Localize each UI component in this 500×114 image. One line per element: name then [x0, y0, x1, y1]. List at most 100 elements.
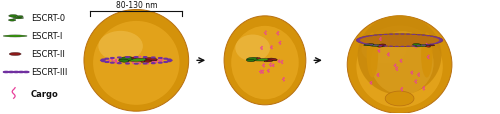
Ellipse shape [412, 44, 421, 47]
Circle shape [8, 72, 14, 73]
Text: ESCRT-II: ESCRT-II [31, 50, 65, 59]
Circle shape [152, 63, 155, 64]
Circle shape [389, 46, 393, 47]
Ellipse shape [256, 58, 260, 59]
Circle shape [406, 46, 410, 47]
Circle shape [430, 44, 434, 45]
Circle shape [168, 60, 172, 61]
Circle shape [356, 41, 360, 42]
Circle shape [438, 42, 442, 43]
Circle shape [126, 57, 130, 58]
Circle shape [378, 35, 382, 36]
Circle shape [134, 57, 138, 58]
Ellipse shape [385, 91, 414, 106]
Circle shape [14, 72, 19, 73]
Ellipse shape [3, 36, 27, 38]
Ellipse shape [144, 60, 152, 63]
Circle shape [417, 46, 420, 47]
Ellipse shape [119, 57, 134, 61]
Circle shape [422, 45, 426, 46]
Ellipse shape [358, 16, 442, 95]
Ellipse shape [236, 35, 270, 62]
Circle shape [24, 72, 29, 73]
Text: ESCRT-0: ESCRT-0 [31, 14, 65, 23]
Ellipse shape [246, 58, 258, 61]
Circle shape [4, 72, 9, 73]
Circle shape [436, 38, 440, 39]
Ellipse shape [426, 46, 430, 48]
Circle shape [384, 46, 388, 47]
Text: Cargo: Cargo [31, 89, 59, 98]
Ellipse shape [366, 33, 378, 78]
Circle shape [426, 36, 430, 37]
Circle shape [400, 34, 404, 35]
Circle shape [378, 46, 382, 47]
Circle shape [100, 60, 104, 61]
Circle shape [440, 40, 443, 41]
Circle shape [395, 34, 398, 35]
Ellipse shape [266, 60, 272, 62]
Circle shape [436, 43, 440, 44]
Ellipse shape [246, 60, 254, 62]
Text: 80-130 nm: 80-130 nm [116, 1, 157, 10]
Circle shape [358, 39, 362, 40]
Ellipse shape [98, 32, 143, 62]
Ellipse shape [248, 59, 277, 61]
Circle shape [360, 38, 364, 39]
Ellipse shape [268, 59, 277, 61]
Circle shape [105, 62, 108, 63]
Circle shape [438, 39, 442, 40]
Ellipse shape [224, 17, 306, 105]
Ellipse shape [347, 17, 452, 113]
Circle shape [102, 61, 106, 62]
Circle shape [144, 57, 147, 58]
Circle shape [168, 61, 171, 62]
Text: ESCRT-III: ESCRT-III [31, 68, 68, 77]
Ellipse shape [8, 20, 16, 22]
Ellipse shape [141, 62, 145, 63]
Circle shape [370, 36, 373, 37]
Circle shape [417, 35, 420, 36]
Circle shape [406, 34, 410, 35]
Ellipse shape [371, 32, 434, 95]
Circle shape [362, 37, 366, 38]
Circle shape [118, 63, 121, 64]
Circle shape [366, 44, 369, 45]
Ellipse shape [12, 18, 24, 20]
Circle shape [422, 35, 426, 36]
Ellipse shape [84, 10, 188, 111]
Ellipse shape [132, 58, 136, 59]
Ellipse shape [93, 22, 180, 105]
Ellipse shape [421, 33, 432, 78]
Ellipse shape [264, 61, 268, 62]
Circle shape [18, 72, 24, 73]
Ellipse shape [121, 59, 157, 62]
Ellipse shape [356, 26, 443, 108]
Circle shape [370, 45, 373, 46]
Circle shape [105, 59, 108, 60]
Circle shape [389, 34, 393, 35]
Circle shape [374, 45, 378, 46]
Ellipse shape [362, 37, 406, 63]
Circle shape [358, 42, 362, 43]
Ellipse shape [414, 45, 432, 47]
Ellipse shape [9, 53, 21, 56]
Ellipse shape [426, 45, 434, 47]
Circle shape [360, 43, 364, 44]
Circle shape [164, 59, 168, 60]
Ellipse shape [8, 15, 18, 18]
Ellipse shape [379, 45, 386, 47]
Circle shape [412, 46, 416, 47]
Circle shape [158, 58, 162, 59]
Circle shape [426, 45, 430, 46]
Ellipse shape [17, 16, 23, 18]
Circle shape [356, 40, 360, 41]
Ellipse shape [118, 60, 129, 63]
Ellipse shape [231, 27, 298, 99]
Ellipse shape [356, 35, 442, 47]
Ellipse shape [146, 58, 158, 61]
Circle shape [164, 62, 168, 63]
Ellipse shape [366, 45, 384, 47]
Circle shape [439, 41, 442, 42]
Circle shape [434, 37, 437, 38]
